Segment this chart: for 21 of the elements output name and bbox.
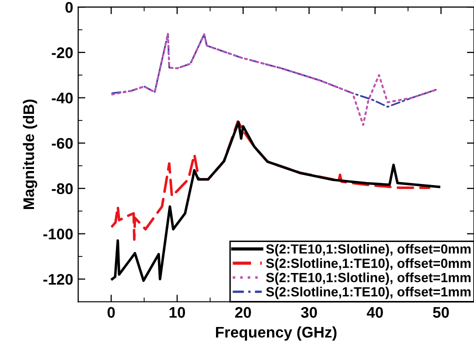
x-tick-label: 30 xyxy=(300,307,317,318)
x-tick-label: 20 xyxy=(235,307,251,318)
line-series xyxy=(111,32,437,126)
y-tick-label: -60 xyxy=(52,138,73,149)
y-tick-label: -80 xyxy=(52,183,73,194)
legend-label: S(2:TE10,1:Slotline), offset=0mm xyxy=(266,244,471,256)
y-tick-label: -120 xyxy=(43,274,73,285)
y-axis-title: Magnitude (dB) xyxy=(22,100,38,209)
y-tick-label: -20 xyxy=(52,47,73,58)
y-tick-label: -40 xyxy=(52,92,73,104)
legend-label: S(2:Slotline,1:TE10), offset=0mm xyxy=(266,258,471,271)
x-axis-title: Frequency (GHz) xyxy=(216,326,336,341)
x-tick-label: 0 xyxy=(108,307,115,318)
line-series xyxy=(111,33,437,108)
x-tick-label: 10 xyxy=(170,307,186,318)
x-tick-label: 40 xyxy=(366,307,383,318)
y-tick-label: 0 xyxy=(65,2,73,13)
x-tick-label: 50 xyxy=(432,307,449,318)
legend-label: S(2:Slotline,1:TE10), offset=1mm xyxy=(266,286,471,300)
legend-label: S(2:TE10,1:Slotline), offset=1mm xyxy=(266,272,471,285)
y-tick-label: -100 xyxy=(43,228,73,240)
